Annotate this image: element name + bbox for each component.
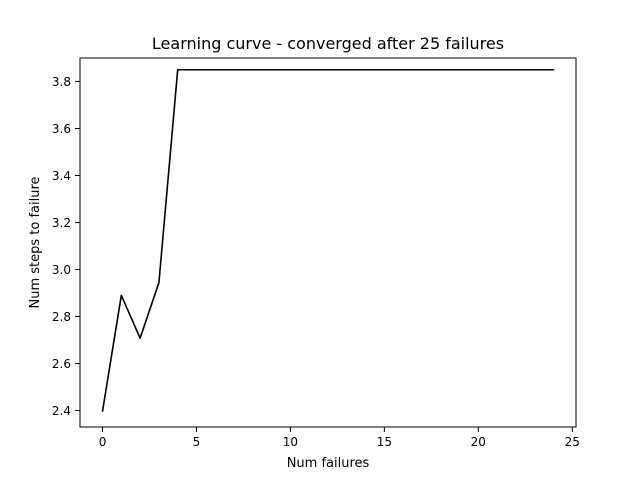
y-tick-label: 3.6 <box>52 122 71 136</box>
plot-area: 0 5 10 15 20 25 2.4 2.6 2.8 3.0 3.2 3.4 3.6 3.8 <box>52 57 580 449</box>
chart-title: Learning curve - converged after 25 fail… <box>152 34 504 53</box>
x-tick-label: 20 <box>471 435 486 449</box>
y-tick-label: 3.4 <box>52 169 71 183</box>
y-tick-label: 2.6 <box>52 357 71 371</box>
x-axis-ticks: 0 5 10 15 20 25 <box>99 427 580 449</box>
x-tick-label: 5 <box>193 435 201 449</box>
x-tick-label: 0 <box>99 435 107 449</box>
x-tick-label: 15 <box>377 435 392 449</box>
y-tick-label: 3.8 <box>52 75 71 89</box>
x-tick-label: 25 <box>565 435 580 449</box>
series-layer <box>101 68 555 412</box>
plot-frame <box>79 57 577 428</box>
y-tick-label: 2.4 <box>52 404 71 418</box>
y-tick-label: 3.2 <box>52 216 71 230</box>
x-tick-label: 10 <box>283 435 298 449</box>
series-line <box>101 68 555 412</box>
x-axis-label: Num failures <box>287 456 370 471</box>
y-axis-label: Num steps to failure <box>28 176 43 308</box>
y-tick-label: 2.8 <box>52 310 71 324</box>
y-axis-ticks: 2.4 2.6 2.8 3.0 3.2 3.4 3.6 3.8 <box>52 75 80 418</box>
y-tick-label: 3.0 <box>52 263 71 277</box>
